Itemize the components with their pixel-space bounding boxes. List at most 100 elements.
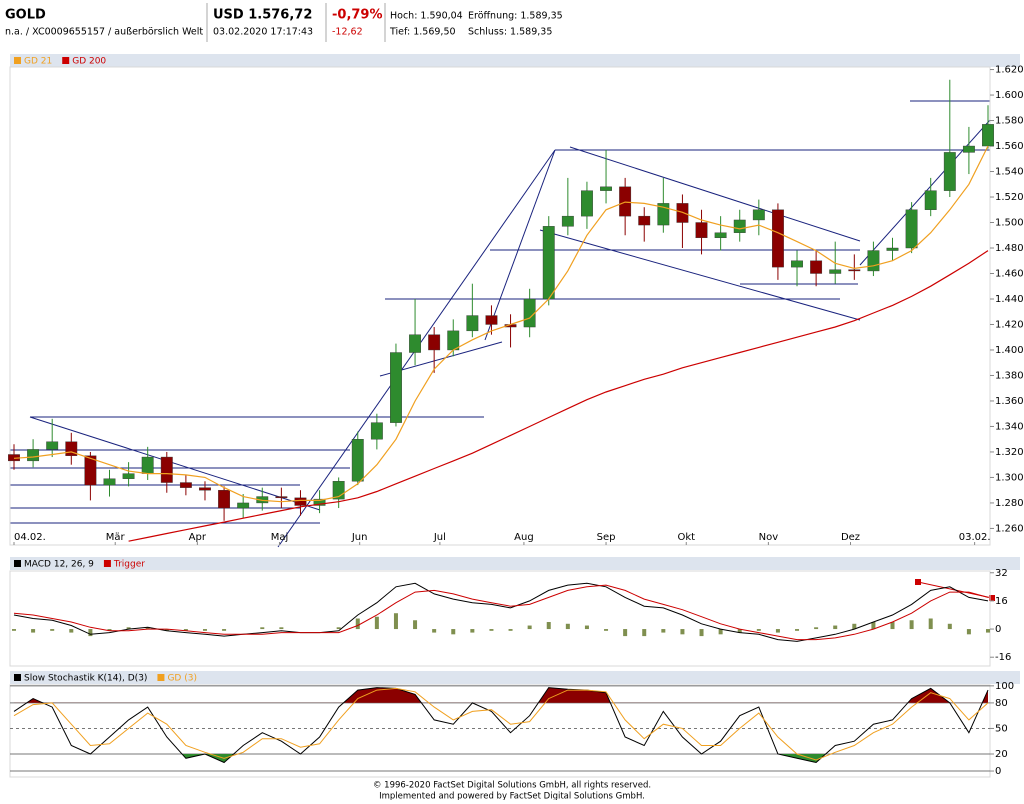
histogram-bar xyxy=(374,616,379,630)
low: Tief: 1.569,50 xyxy=(389,27,456,38)
close: Schluss: 1.589,35 xyxy=(468,27,552,38)
histogram-bar xyxy=(947,623,952,630)
candle-body xyxy=(943,152,956,191)
y-tick-label: 1.440 xyxy=(995,294,1024,305)
trendline xyxy=(569,146,861,242)
legend-label: Trigger xyxy=(113,560,145,570)
plot-frame xyxy=(9,684,991,778)
y-tick-label: 1.520 xyxy=(995,192,1024,203)
series-line xyxy=(13,687,989,761)
histogram-bar xyxy=(107,629,112,631)
candle-body xyxy=(160,456,173,483)
oversold-fill xyxy=(14,754,988,763)
candle-body xyxy=(886,247,899,251)
candle-body xyxy=(810,260,823,274)
histogram-bar xyxy=(718,629,723,635)
instrument-isin: n.a. / XC0009655157 / außerbörslich Welt xyxy=(5,27,203,38)
candle-body xyxy=(962,145,975,153)
y-tick-label: 0 xyxy=(995,624,1001,635)
series-line xyxy=(13,582,989,642)
legend-swatch xyxy=(62,57,70,64)
histogram-bar xyxy=(584,625,589,630)
datetime: 03.02.2020 17:17:43 xyxy=(213,27,313,38)
trendline xyxy=(484,149,556,341)
candle-body xyxy=(638,215,651,226)
candle-body xyxy=(829,269,842,274)
histogram-bar xyxy=(871,622,876,630)
candle-body xyxy=(619,186,632,217)
histogram-bar xyxy=(508,629,513,631)
candle-body xyxy=(218,489,231,509)
candle-body xyxy=(428,334,441,351)
candle-body xyxy=(390,352,402,423)
high: Hoch: 1.590,04 xyxy=(390,11,463,22)
candle-body xyxy=(84,455,97,486)
series-line xyxy=(13,584,989,641)
footer-copyright: © 1996-2020 FactSet Digital Solutions Gm… xyxy=(373,781,651,791)
y-tick-label: 1.420 xyxy=(995,319,1024,330)
x-tick-label: Dez xyxy=(841,532,860,543)
x-tick-label: 04.02. xyxy=(14,532,46,543)
histogram-bar xyxy=(164,629,169,631)
histogram-bar xyxy=(661,629,666,633)
y-tick-label: 80 xyxy=(995,698,1008,709)
y-tick-label: 1.320 xyxy=(995,447,1024,458)
candle-body xyxy=(905,209,918,249)
candle-body xyxy=(199,487,211,491)
legend-label: GD 21 xyxy=(24,57,52,67)
legend-swatch xyxy=(14,560,21,567)
candle-body xyxy=(982,124,994,147)
candle-body xyxy=(103,478,116,486)
x-tick-label: Mär xyxy=(106,532,126,543)
x-tick-label: Sep xyxy=(597,532,616,543)
y-tick-label: 1.280 xyxy=(995,498,1024,509)
histogram-bar xyxy=(775,629,780,633)
annotation-point xyxy=(989,595,995,601)
histogram-bar xyxy=(69,629,74,633)
y-tick-label: 100 xyxy=(995,681,1014,692)
histogram-bar xyxy=(489,629,494,631)
change: -12,62 xyxy=(332,27,363,38)
legend-bar xyxy=(10,671,1020,684)
histogram-bar xyxy=(546,622,551,630)
change-percent: -0,79% xyxy=(332,8,383,23)
x-tick-label: Nov xyxy=(759,532,779,543)
candle-body xyxy=(752,209,765,221)
x-tick-label: Okt xyxy=(677,532,695,543)
legend-swatch xyxy=(14,57,21,64)
y-tick-label: 1.380 xyxy=(995,370,1024,381)
series-line xyxy=(13,145,989,503)
candle-body xyxy=(924,190,937,210)
y-tick-label: 1.340 xyxy=(995,421,1024,432)
x-tick-label: Jun xyxy=(351,532,368,543)
series-line xyxy=(128,250,989,542)
header: GOLD n.a. / XC0009655157 / außerbörslich… xyxy=(5,3,563,42)
histogram-bar xyxy=(833,625,838,630)
candle-body xyxy=(657,203,670,226)
instrument-name: GOLD xyxy=(5,8,46,23)
legend-swatch xyxy=(103,560,111,567)
histogram-bar xyxy=(737,629,742,633)
histogram-bar xyxy=(393,613,398,630)
candle-body xyxy=(122,473,135,479)
histogram-bar xyxy=(336,627,341,630)
x-tick-label: Aug xyxy=(514,532,534,543)
histogram-bar xyxy=(88,629,93,637)
candle-body xyxy=(332,481,345,500)
histogram-bar xyxy=(279,627,284,630)
histogram-bar xyxy=(966,629,971,635)
histogram-bar xyxy=(604,629,609,631)
legend-label: GD 200 xyxy=(72,57,106,67)
candle-body xyxy=(867,250,880,272)
y-tick-label: 1.620 xyxy=(995,65,1024,76)
candle-body xyxy=(409,334,421,353)
y-tick-label: 1.300 xyxy=(995,472,1024,483)
y-tick-label: 1.480 xyxy=(995,243,1024,254)
open: Eröffnung: 1.589,35 xyxy=(468,11,563,22)
candle-body xyxy=(46,441,59,450)
histogram-bar xyxy=(12,629,16,631)
histogram-bar xyxy=(222,629,227,631)
legend-swatch xyxy=(14,674,21,681)
candle-body xyxy=(848,269,861,272)
